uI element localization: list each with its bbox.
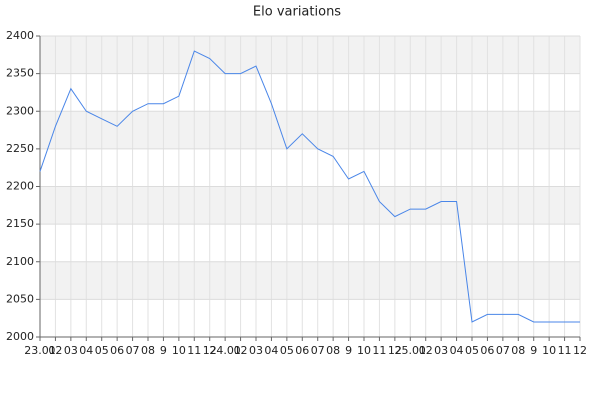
grid-band	[40, 186, 580, 225]
x-tick-label: 02	[419, 344, 433, 357]
chart-title: Elo variations	[253, 5, 341, 20]
x-tick-label: 04	[450, 344, 464, 357]
x-tick-label: 9	[160, 344, 167, 357]
x-tick-label: 23.01	[24, 344, 56, 357]
x-tick-label: 06	[480, 344, 494, 357]
x-tick-label: 02	[234, 344, 248, 357]
x-tick-label: 07	[126, 344, 140, 357]
x-tick-label: 11	[558, 344, 572, 357]
y-tick-label: 2200	[6, 180, 34, 193]
grid-band	[40, 261, 580, 300]
x-tick-label: 03	[434, 344, 448, 357]
y-tick-label: 2350	[6, 67, 34, 80]
x-tick-label: 08	[511, 344, 525, 357]
x-tick-label: 12	[203, 344, 217, 357]
x-tick-label: 24.01	[209, 344, 241, 357]
x-tick-label: 03	[64, 344, 78, 357]
x-tick-label: 11	[187, 344, 201, 357]
x-tick-label: 05	[465, 344, 479, 357]
grid-band	[40, 36, 580, 74]
x-tick-label: 12	[573, 344, 587, 357]
x-tick-label: 03	[249, 344, 263, 357]
x-tick-label: 08	[141, 344, 155, 357]
y-tick-label: 2250	[6, 142, 34, 155]
x-tick-label: 25.01	[395, 344, 427, 357]
grid-band	[40, 111, 580, 149]
x-tick-label: 10	[542, 344, 556, 357]
x-tick-label: 02	[48, 344, 62, 357]
x-tick-label: 11	[372, 344, 386, 357]
x-tick-label: 9	[345, 344, 352, 357]
x-tick-label: 06	[295, 344, 309, 357]
x-tick-label: 04	[79, 344, 93, 357]
x-tick-label: 10	[357, 344, 371, 357]
x-tick-label: 04	[264, 344, 278, 357]
y-tick-label: 2100	[6, 255, 34, 268]
y-tick-label: 2400	[6, 29, 34, 42]
x-tick-label: 10	[172, 344, 186, 357]
y-tick-label: 2150	[6, 217, 34, 230]
line	[39, 50, 580, 323]
x-tick-label: 9	[530, 344, 537, 357]
x-tick-label: 08	[326, 344, 340, 357]
x-tick-label: 12	[388, 344, 402, 357]
x-tick-label: 07	[311, 344, 325, 357]
x-tick-label: 05	[280, 344, 294, 357]
x-tick-label: 07	[496, 344, 510, 357]
x-tick-label: 05	[95, 344, 109, 357]
y-tick-label: 2050	[6, 292, 34, 305]
x-tick-label: 06	[110, 344, 124, 357]
y-tick-label: 2000	[6, 330, 34, 343]
y-tick-label: 2300	[6, 104, 34, 117]
